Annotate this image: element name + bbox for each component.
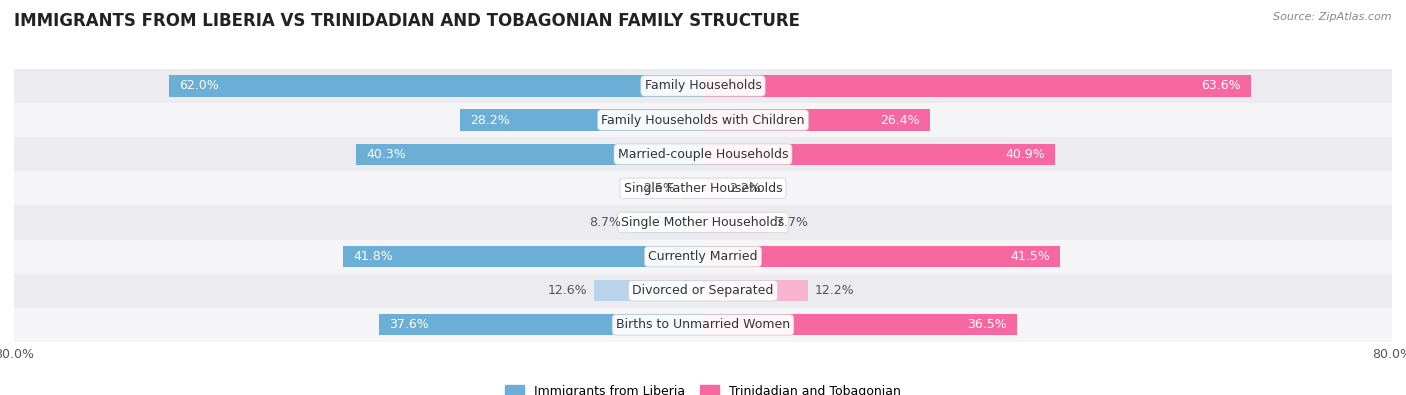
Bar — [14, 308, 1392, 342]
Bar — [703, 75, 1251, 96]
Text: 63.6%: 63.6% — [1201, 79, 1240, 92]
Text: 28.2%: 28.2% — [471, 113, 510, 126]
Bar — [14, 69, 1392, 103]
Bar — [595, 280, 703, 301]
Bar — [14, 103, 1392, 137]
Bar — [703, 280, 808, 301]
Legend: Immigrants from Liberia, Trinidadian and Tobagonian: Immigrants from Liberia, Trinidadian and… — [505, 385, 901, 395]
Bar — [14, 171, 1392, 205]
Text: 12.6%: 12.6% — [548, 284, 588, 297]
Text: 36.5%: 36.5% — [967, 318, 1007, 331]
Text: 2.5%: 2.5% — [643, 182, 675, 195]
Text: Source: ZipAtlas.com: Source: ZipAtlas.com — [1274, 12, 1392, 22]
Bar — [703, 246, 1060, 267]
Bar — [703, 144, 1056, 165]
Bar — [14, 137, 1392, 171]
Bar — [460, 109, 703, 131]
Bar — [682, 178, 703, 199]
Bar — [14, 205, 1392, 239]
Text: Married-couple Households: Married-couple Households — [617, 148, 789, 161]
Text: Family Households: Family Households — [644, 79, 762, 92]
Text: 26.4%: 26.4% — [880, 113, 920, 126]
Bar — [628, 212, 703, 233]
Bar — [343, 246, 703, 267]
Text: Single Father Households: Single Father Households — [624, 182, 782, 195]
Text: 41.5%: 41.5% — [1011, 250, 1050, 263]
Bar — [14, 274, 1392, 308]
Text: Births to Unmarried Women: Births to Unmarried Women — [616, 318, 790, 331]
Bar — [380, 314, 703, 335]
Text: IMMIGRANTS FROM LIBERIA VS TRINIDADIAN AND TOBAGONIAN FAMILY STRUCTURE: IMMIGRANTS FROM LIBERIA VS TRINIDADIAN A… — [14, 12, 800, 30]
Text: 62.0%: 62.0% — [180, 79, 219, 92]
Bar — [703, 109, 931, 131]
Text: 12.2%: 12.2% — [815, 284, 855, 297]
Text: 40.9%: 40.9% — [1005, 148, 1045, 161]
Text: Divorced or Separated: Divorced or Separated — [633, 284, 773, 297]
Text: 40.3%: 40.3% — [367, 148, 406, 161]
Bar — [703, 178, 721, 199]
Text: 7.7%: 7.7% — [776, 216, 808, 229]
Text: 8.7%: 8.7% — [589, 216, 621, 229]
Bar — [169, 75, 703, 96]
Text: 2.2%: 2.2% — [728, 182, 761, 195]
Text: Single Mother Households: Single Mother Households — [621, 216, 785, 229]
Bar — [703, 212, 769, 233]
Text: 37.6%: 37.6% — [389, 318, 429, 331]
Text: 41.8%: 41.8% — [353, 250, 394, 263]
Text: Family Households with Children: Family Households with Children — [602, 113, 804, 126]
Bar — [703, 314, 1018, 335]
Bar — [356, 144, 703, 165]
Text: Currently Married: Currently Married — [648, 250, 758, 263]
Bar — [14, 239, 1392, 274]
